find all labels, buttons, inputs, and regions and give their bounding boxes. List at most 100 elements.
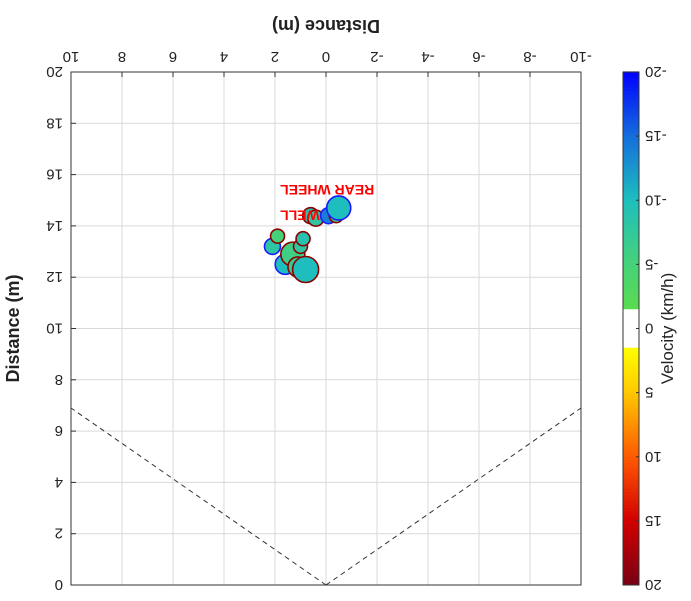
y-tick-label: 4 xyxy=(55,473,63,490)
colorbar-segment xyxy=(623,372,639,377)
colorbar-segment xyxy=(623,129,639,133)
colorbar-segment xyxy=(623,122,639,127)
colorbar-segment xyxy=(623,196,639,201)
x-tick-label: -10 xyxy=(570,48,592,65)
colorbar-segment xyxy=(623,154,639,159)
colorbar-segment xyxy=(623,375,639,380)
colorbar-segment xyxy=(623,468,639,473)
colorbar-segment xyxy=(623,71,639,76)
colorbar-segment xyxy=(623,481,639,486)
colorbar-segment xyxy=(623,186,639,191)
colorbar-segment xyxy=(623,549,639,553)
colorbar-segment xyxy=(623,539,639,544)
x-tick-label: -2 xyxy=(370,48,383,65)
annotation-label: WELL xyxy=(280,208,320,224)
colorbar-segment xyxy=(623,420,639,425)
data-point xyxy=(269,228,286,244)
colorbar-tick-label: -5 xyxy=(645,255,658,272)
colorbar-segment xyxy=(623,561,639,566)
colorbar-segment xyxy=(623,533,639,537)
colorbar-segment xyxy=(623,286,639,291)
colorbar-segment xyxy=(623,436,639,441)
colorbar-segment xyxy=(623,157,639,162)
colorbar-segment xyxy=(623,475,639,480)
view-boundary-line xyxy=(70,407,327,586)
colorbar-segment xyxy=(623,244,639,249)
data-points xyxy=(263,195,352,284)
colorbar-segment xyxy=(623,119,639,124)
colorbar-segment xyxy=(623,109,639,114)
colorbar-tick-label: 10 xyxy=(645,448,662,465)
colorbar-segment xyxy=(623,417,639,422)
y-tick-label: 2 xyxy=(55,525,63,542)
colorbar-segment xyxy=(623,90,639,95)
y-tick-label: 12 xyxy=(46,268,63,285)
colorbar-segment xyxy=(623,116,639,121)
x-tick-label: -6 xyxy=(472,48,485,65)
colorbar-segment xyxy=(623,504,639,509)
colorbar-segment xyxy=(623,257,639,262)
colorbar-segment xyxy=(623,215,639,220)
y-tick-label: 20 xyxy=(46,63,63,80)
colorbar-segment xyxy=(623,305,639,310)
colorbar-segment xyxy=(623,270,639,274)
colorbar-segment xyxy=(623,183,639,188)
colorbar-segment xyxy=(623,529,639,534)
colorbar-segment xyxy=(623,401,639,406)
y-tick-label: 10 xyxy=(46,320,63,337)
colorbar-segment xyxy=(623,452,639,457)
colorbar-segment xyxy=(623,318,639,323)
colorbar-segment xyxy=(623,433,639,438)
colorbar-segment xyxy=(623,250,639,255)
colorbar-segment xyxy=(623,225,639,230)
view-boundary-line xyxy=(325,407,582,586)
data-point xyxy=(295,230,311,247)
colorbar-segment xyxy=(623,266,639,271)
colorbar-segment xyxy=(623,398,639,403)
colorbar-segment xyxy=(623,517,639,521)
colorbar-segment xyxy=(623,247,639,252)
colorbar-label: Velocity (km/h) xyxy=(658,273,677,384)
colorbar-segment xyxy=(623,103,639,108)
colorbar-segment xyxy=(623,180,639,185)
colorbar-segment xyxy=(623,497,639,502)
colorbar-segment xyxy=(623,238,639,242)
colorbar-segment xyxy=(623,526,639,531)
x-tick-label: 10 xyxy=(63,48,80,65)
colorbar-segment xyxy=(623,571,639,576)
colorbar-segment xyxy=(623,353,639,358)
y-tick-label: 16 xyxy=(46,166,63,183)
x-tick-label: 0 xyxy=(322,48,330,65)
colorbar-segment xyxy=(623,552,639,557)
colorbar-segment xyxy=(623,331,639,335)
colorbar-segment xyxy=(623,581,639,585)
colorbar-segment xyxy=(623,321,639,326)
y-tick-labels: 0 2 4 6 8 10 12 14 16 18 20 xyxy=(46,63,76,593)
y-tick-label: 8 xyxy=(55,371,63,388)
colorbar-segment xyxy=(623,392,639,396)
colorbar-segment xyxy=(623,379,639,384)
colorbar-segment xyxy=(623,209,639,214)
colorbar-segment xyxy=(623,488,639,493)
colorbar-segment xyxy=(623,311,639,316)
colorbar-segment xyxy=(623,363,639,367)
colorbar-segment xyxy=(623,202,639,207)
colorbar-segment xyxy=(623,206,639,210)
colorbar-segment xyxy=(623,501,639,505)
colorbar-segment xyxy=(623,84,639,89)
colorbar-segment xyxy=(623,574,639,579)
colorbar-segment xyxy=(623,446,639,451)
colorbar-segment xyxy=(623,542,639,547)
colorbar-segment xyxy=(623,340,639,345)
colorbar-segment xyxy=(623,494,639,499)
colorbar-segment xyxy=(623,449,639,454)
colorbar-segment xyxy=(623,254,639,258)
colorbar-segment xyxy=(623,404,639,409)
colorbar-segment xyxy=(623,350,639,355)
colorbar-segment xyxy=(623,414,639,419)
colorbar-segment xyxy=(623,424,639,428)
colorbar-segment xyxy=(623,565,639,569)
colorbar-segment xyxy=(623,132,639,137)
colorbar-segment xyxy=(623,87,639,92)
colorbar-segment xyxy=(623,427,639,432)
